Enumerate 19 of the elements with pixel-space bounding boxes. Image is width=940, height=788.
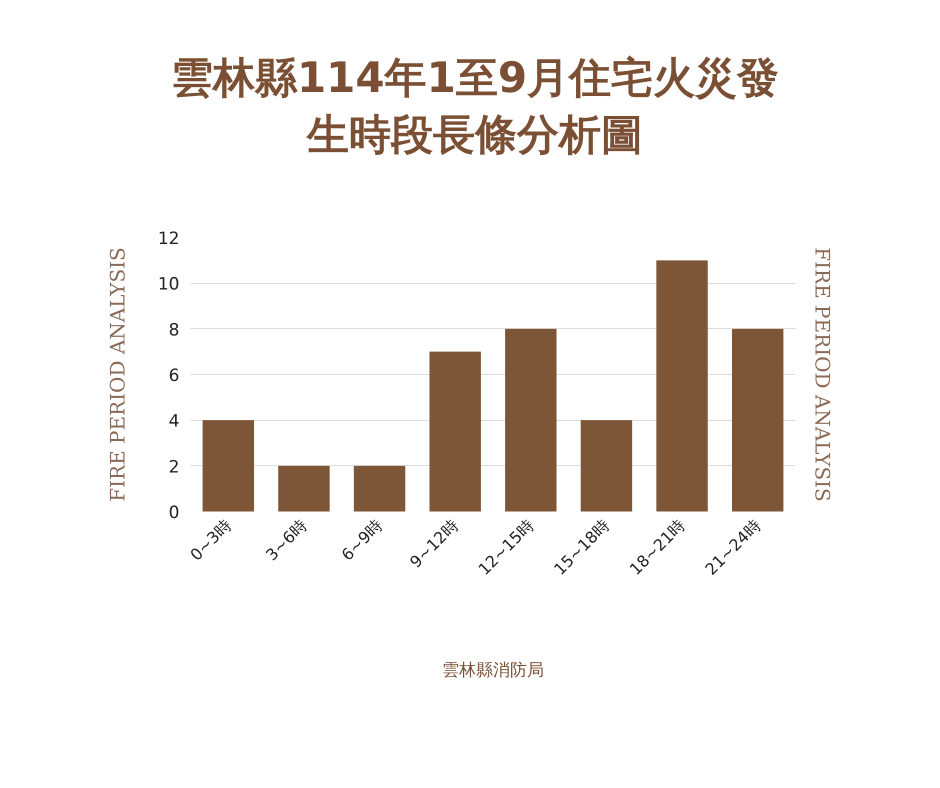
y-tick-label: 2 bbox=[168, 457, 180, 478]
y-tick-label: 4 bbox=[168, 412, 180, 432]
bar bbox=[429, 352, 481, 512]
text: 雲林縣消防局 bbox=[442, 660, 544, 680]
text: FIRE PERIOD ANALYSIS bbox=[810, 247, 834, 502]
bar bbox=[278, 466, 330, 512]
y-tick-label: 10 bbox=[158, 274, 180, 295]
y-tick-label: 12 bbox=[158, 229, 180, 249]
bar bbox=[656, 260, 708, 512]
chart-title: 雲林縣114年1至9月住宅火災發生時段長條分析圖 bbox=[170, 52, 780, 161]
bar bbox=[732, 328, 784, 512]
bar bbox=[580, 420, 632, 512]
bar bbox=[505, 328, 557, 512]
bar bbox=[202, 420, 254, 512]
bar bbox=[354, 466, 406, 512]
y-tick-label: 8 bbox=[168, 320, 180, 340]
text: FIRE PERIOD ANALYSIS bbox=[106, 247, 130, 502]
y-tick-label: 0 bbox=[168, 503, 180, 523]
y-tick-label: 6 bbox=[168, 366, 180, 386]
